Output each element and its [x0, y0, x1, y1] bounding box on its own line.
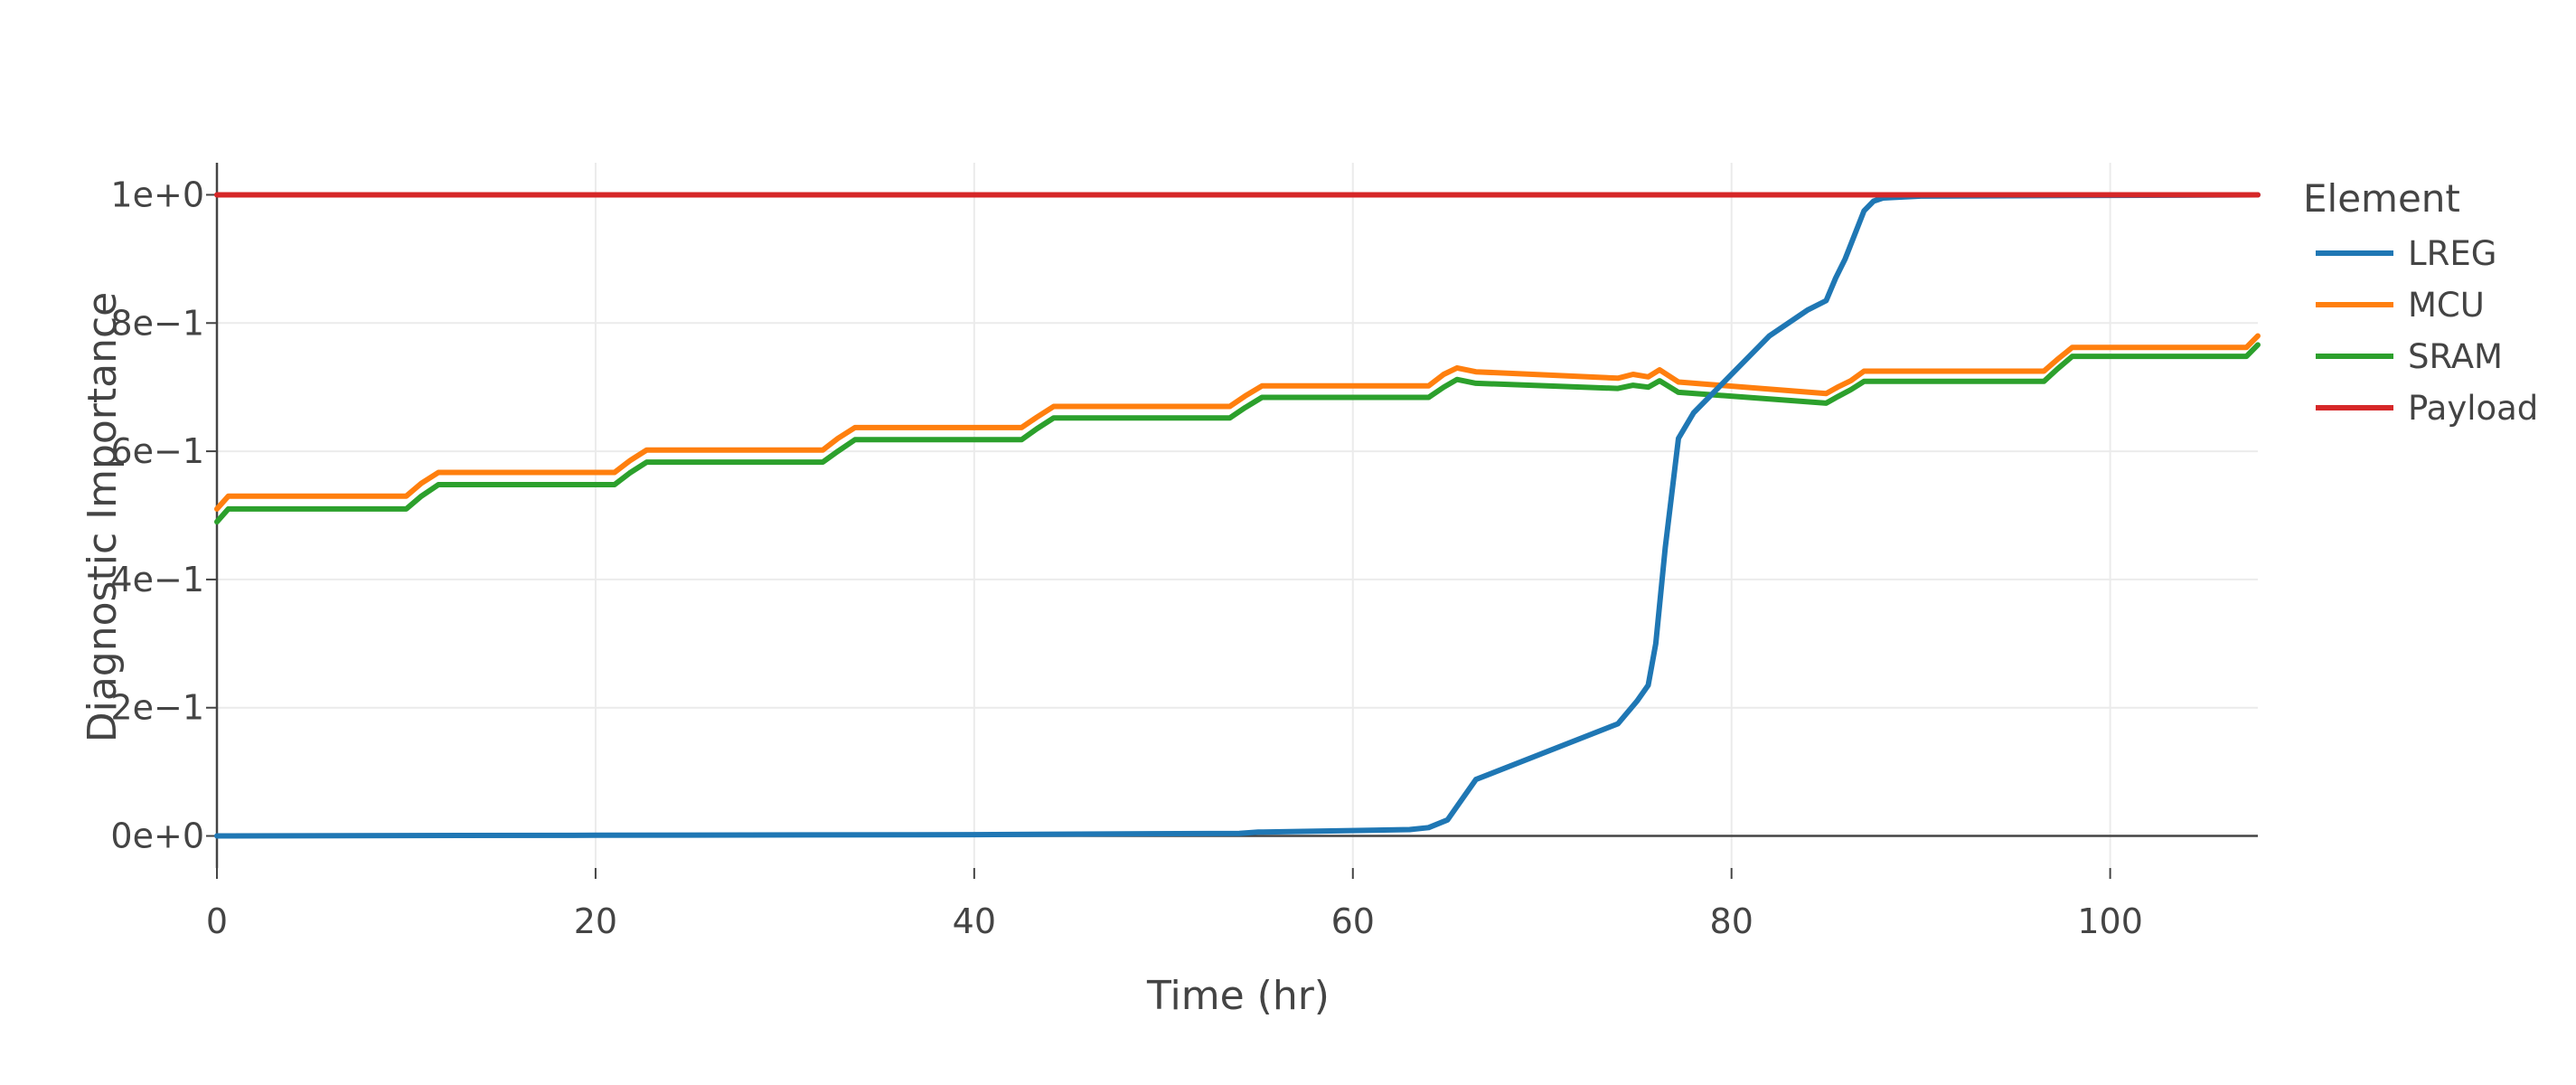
- x-tick-label: 80: [1710, 901, 1753, 941]
- y-tick-label: 1e+0: [110, 175, 204, 214]
- grid-lines: [217, 163, 2258, 868]
- y-tick-label: 2e−1: [110, 688, 204, 728]
- legend-label-payload: Payload: [2408, 389, 2538, 428]
- legend-label-sram: SRAM: [2408, 337, 2503, 376]
- series-lines: [214, 192, 2261, 839]
- series-line-lreg: [214, 192, 2261, 839]
- legend-label-lreg: LREG: [2408, 234, 2496, 273]
- y-tick-label: 8e−1: [110, 303, 204, 343]
- y-tick-label: 4e−1: [110, 560, 204, 599]
- y-tick-label: 6e−1: [110, 431, 204, 471]
- series-line-sram: [214, 342, 2261, 525]
- legend-label-mcu: MCU: [2408, 286, 2485, 325]
- y-axis-title: Diagnostic Importance: [80, 292, 126, 743]
- legend-title: Element: [2303, 176, 2460, 221]
- x-tick-label: 40: [953, 901, 996, 941]
- legend: Element LREG MCU SRAM Payload: [2303, 176, 2538, 428]
- axes: [206, 163, 2258, 879]
- x-tick-label: 0: [206, 901, 228, 941]
- x-tick-label: 100: [2077, 901, 2143, 941]
- tick-labels: 0 20 40 60 80 100 0e+0 2e−1 4e−1 6e−1 8e−1 1e+0: [110, 175, 2142, 941]
- series-line-mcu: [214, 333, 2261, 512]
- x-tick-label: 20: [574, 901, 617, 941]
- y-tick-label: 0e+0: [110, 816, 204, 856]
- x-tick-label: 60: [1331, 901, 1375, 941]
- x-axis-title: Time (hr): [1146, 973, 1330, 1019]
